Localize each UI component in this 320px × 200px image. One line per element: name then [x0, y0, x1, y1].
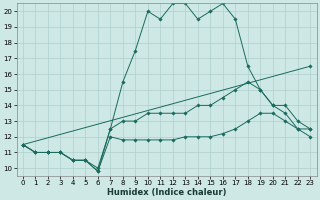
X-axis label: Humidex (Indice chaleur): Humidex (Indice chaleur)	[107, 188, 226, 197]
